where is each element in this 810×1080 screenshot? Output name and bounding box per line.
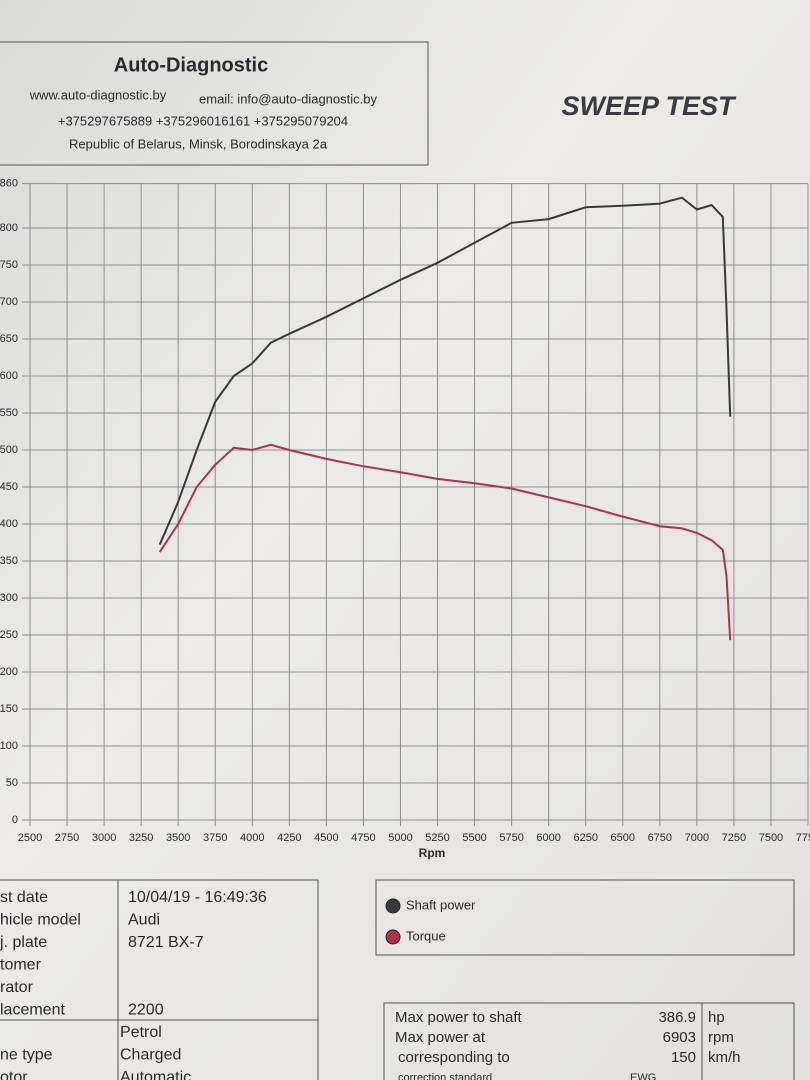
company: Auto-Diagnostic [114, 54, 268, 76]
result-value: 386.9 [658, 1009, 696, 1026]
x-tick-label: 5000 [388, 832, 412, 844]
y-tick-label: 550 [0, 407, 18, 419]
y-tick-label: 450 [0, 481, 18, 493]
info-label: tomer [0, 957, 42, 974]
result-unit: rpm [708, 1029, 734, 1046]
result-label: Max power at [395, 1029, 486, 1046]
y-tick-label: 400 [0, 518, 18, 530]
info-value: Charged [120, 1047, 181, 1064]
x-tick-label: 7250 [722, 832, 746, 844]
info-value: 10/04/19 - 16:49:36 [128, 889, 267, 906]
y-tick-label: 600 [0, 370, 18, 382]
x-tick-label: 5250 [425, 832, 449, 844]
x-tick-label: 6000 [536, 832, 560, 844]
y-tick-label: 860 [0, 178, 18, 190]
info-label: hicle model [0, 912, 81, 929]
legend-marker [385, 898, 401, 914]
x-tick-label: 4000 [240, 832, 264, 844]
x-tick-label: 7500 [759, 832, 783, 844]
info-box [0, 879, 319, 1080]
x-tick-label: 4250 [277, 832, 301, 844]
x-tick-label: 5750 [499, 832, 523, 844]
x-axis-label: Rpm [419, 846, 446, 860]
legend-box [375, 879, 795, 956]
header-box [0, 41, 429, 166]
y-tick-label: 750 [0, 259, 18, 271]
legend-marker [385, 929, 401, 945]
x-tick-label: 3250 [129, 832, 153, 844]
y-tick-label: 0 [12, 814, 18, 826]
result-unit: km/h [708, 1049, 741, 1066]
result-value: EWG [630, 1072, 656, 1080]
x-tick-label: 6750 [648, 832, 672, 844]
x-tick-label: 3000 [92, 832, 116, 844]
y-tick-label: 100 [0, 740, 18, 752]
result-value: 150 [671, 1049, 696, 1066]
x-tick-label: 2750 [55, 832, 79, 844]
result-label: correction standard [398, 1072, 492, 1080]
info-value: 2200 [128, 1002, 164, 1019]
x-tick-label: 5500 [462, 832, 486, 844]
x-tick-label: 4500 [314, 832, 338, 844]
info-value: 8721 BX-7 [128, 934, 204, 951]
info-label: j. plate [0, 934, 47, 951]
results-box [383, 1002, 795, 1080]
info-label: lacement [0, 1002, 65, 1019]
x-tick-label: 3500 [166, 832, 190, 844]
y-tick-label: 150 [0, 703, 18, 715]
result-unit: hp [708, 1009, 725, 1026]
x-tick-label: 7000 [685, 832, 709, 844]
x-tick-label: 7750 [796, 832, 810, 844]
result-label: Max power to shaft [395, 1009, 523, 1026]
y-tick-label: 650 [0, 333, 18, 345]
y-tick-label: 700 [0, 296, 18, 308]
info-value: Automatic [120, 1069, 191, 1080]
result-label: corresponding to [398, 1049, 510, 1066]
y-tick-label: 350 [0, 555, 18, 567]
result-value: 6903 [663, 1029, 696, 1046]
phones: +375297675889 +375296016161 +37529507920… [58, 113, 348, 128]
address: Republic of Belarus, Minsk, Borodinskaya… [69, 136, 328, 151]
email: email: info@auto-diagnostic.by [199, 91, 377, 106]
series-line [158, 443, 732, 641]
legend-label: Shaft power [406, 897, 476, 912]
info-label: ne type [0, 1047, 53, 1064]
x-tick-label: 4750 [351, 832, 375, 844]
series-line [158, 196, 732, 546]
y-tick-label: 300 [0, 592, 18, 604]
x-tick-label: 3750 [203, 832, 227, 844]
info-label: rator [0, 979, 34, 996]
y-tick-label: 200 [0, 666, 18, 678]
info-value: Petrol [120, 1024, 162, 1041]
y-tick-label: 500 [0, 444, 18, 456]
x-tick-label: 6500 [611, 832, 635, 844]
y-tick-label: 800 [0, 222, 18, 234]
x-tick-label: 2500 [18, 832, 42, 844]
legend-label: Torque [406, 928, 446, 943]
page-title: SWEEP TEST [561, 91, 737, 121]
website: www.auto-diagnostic.by [29, 87, 167, 102]
y-tick-label: 50 [6, 777, 18, 789]
info-value: Audi [128, 912, 160, 929]
x-tick-label: 6250 [573, 832, 597, 844]
info-label: st date [0, 889, 48, 906]
info-label: otor [0, 1069, 28, 1080]
y-tick-label: 250 [0, 629, 18, 641]
